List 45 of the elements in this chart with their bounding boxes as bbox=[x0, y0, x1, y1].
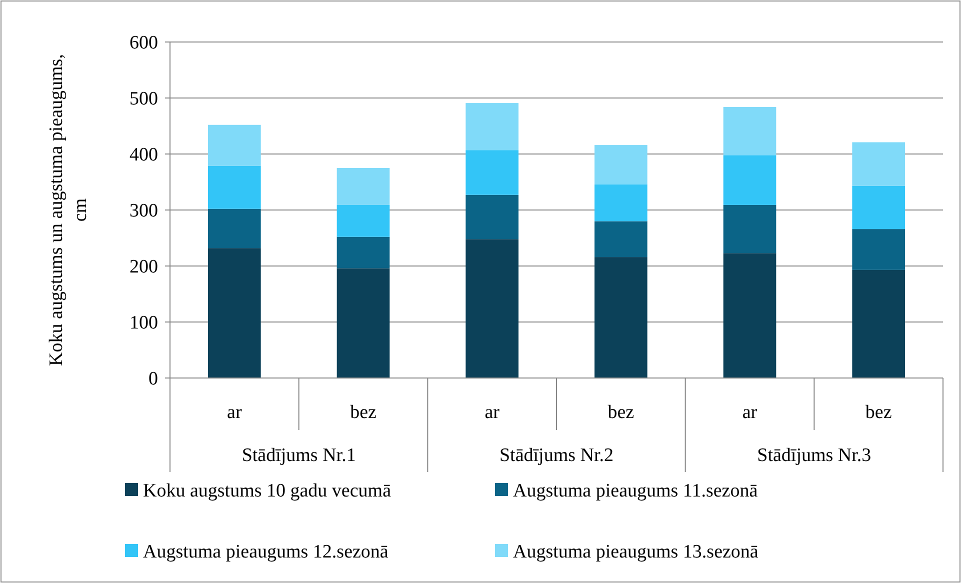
bar bbox=[208, 124, 261, 166]
y-tick-label: 100 bbox=[130, 312, 158, 334]
bar bbox=[723, 253, 776, 378]
bar bbox=[466, 150, 518, 195]
x-tick-label: bez bbox=[608, 402, 634, 423]
bar bbox=[852, 229, 905, 270]
y-tick-label: 0 bbox=[148, 368, 158, 390]
bar bbox=[466, 103, 518, 150]
bar bbox=[336, 168, 390, 205]
bar bbox=[723, 204, 776, 254]
bar bbox=[466, 239, 518, 378]
legend-label: Augstuma pieaugums 12.sezonā bbox=[143, 542, 389, 563]
x-tick-label: ar bbox=[484, 402, 500, 423]
x-tick-label: bez bbox=[350, 402, 376, 423]
bar bbox=[852, 270, 905, 378]
y-tick-label: 200 bbox=[130, 256, 158, 278]
y-tick-label: 400 bbox=[130, 144, 158, 166]
bar bbox=[852, 142, 905, 186]
x-tick-label: ar bbox=[742, 402, 758, 423]
text: Stādījums Nr.2 bbox=[499, 445, 614, 466]
bar bbox=[852, 186, 905, 230]
y-tick-label: 500 bbox=[130, 88, 158, 110]
legend-label: Augstuma pieaugums 13.sezonā bbox=[513, 542, 759, 563]
bar bbox=[208, 208, 261, 248]
text: Stādījums Nr.1 bbox=[242, 445, 356, 466]
y-tick-label: 600 bbox=[130, 32, 158, 54]
bar bbox=[208, 248, 261, 378]
y-axis-title: Koku augstums un augstuma pieaugums, cm bbox=[46, 54, 91, 366]
bar bbox=[336, 268, 390, 378]
bar bbox=[466, 194, 518, 240]
x-tick-label: ar bbox=[227, 402, 242, 423]
text: Stādījums Nr.3 bbox=[757, 445, 872, 466]
legend-label: Koku augstums 10 gadu vecumā bbox=[143, 480, 392, 502]
x-tick-label: bez bbox=[865, 402, 892, 423]
bar bbox=[594, 145, 648, 184]
bar bbox=[336, 236, 390, 268]
bar bbox=[336, 204, 390, 237]
bar bbox=[594, 184, 648, 222]
bar bbox=[208, 166, 261, 209]
y-tick-label: 300 bbox=[130, 200, 158, 222]
bar bbox=[723, 106, 776, 156]
bar bbox=[594, 221, 648, 258]
bar bbox=[723, 155, 776, 205]
legend-label: Augstuma pieaugums 11.sezonā bbox=[513, 480, 758, 502]
bar bbox=[594, 257, 648, 378]
